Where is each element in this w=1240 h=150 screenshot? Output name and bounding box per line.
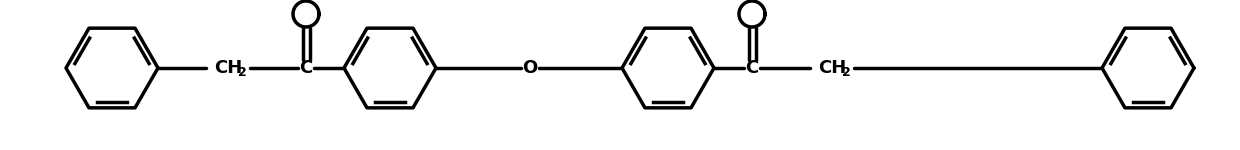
Text: CH: CH xyxy=(213,59,242,77)
Text: C: C xyxy=(745,59,759,77)
Text: C: C xyxy=(299,59,312,77)
Text: O: O xyxy=(522,59,538,77)
Text: 2: 2 xyxy=(842,66,851,80)
Text: 2: 2 xyxy=(238,66,247,80)
Text: CH: CH xyxy=(818,59,846,77)
